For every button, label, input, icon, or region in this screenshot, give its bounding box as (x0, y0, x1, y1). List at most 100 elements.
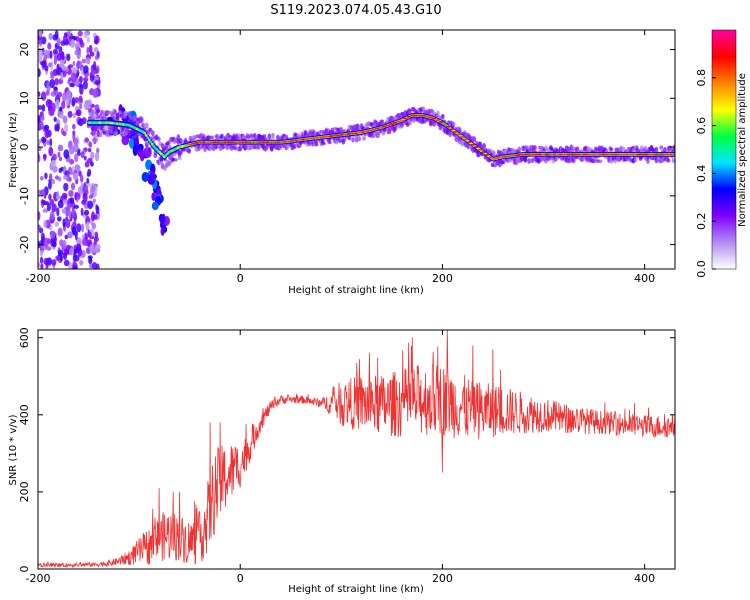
spectral-ridge-core (254, 141, 260, 144)
spectral-halo (271, 132, 275, 138)
y-tick-label: 10 (18, 91, 31, 105)
noise-speckle (79, 174, 84, 183)
noise-speckle (75, 243, 82, 252)
spectral-halo (441, 113, 445, 119)
spectral-halo (157, 136, 161, 142)
noise-speckle (57, 249, 64, 257)
spectral-halo (458, 127, 462, 134)
spectral-halo (408, 121, 412, 126)
noise-speckle (58, 167, 63, 174)
spectral-ridge-core (219, 141, 224, 144)
colorbar-tick-label: 0.6 (695, 117, 708, 135)
spectral-halo (285, 144, 290, 150)
spectral-ridge-core (250, 141, 256, 144)
noise-speckle (83, 32, 88, 39)
noise-speckle (86, 177, 90, 184)
spectral-ridge-core (212, 141, 217, 144)
snr-x-ticks: -200 0 200 400 (26, 330, 655, 585)
spectral-halo (376, 131, 381, 135)
noise-speckle (92, 198, 96, 203)
noise-speckle (59, 59, 65, 68)
noise-speckle (56, 53, 62, 62)
spectral-halo (210, 135, 215, 140)
noise-speckle (65, 218, 71, 229)
noise-speckle (91, 69, 96, 75)
noise-speckle (91, 261, 98, 269)
noise-speckle (66, 53, 71, 62)
spectral-ridge-core (619, 153, 624, 156)
spectral-ridge-core (495, 157, 500, 160)
spectral-ridge-core (427, 116, 433, 119)
noise-speckle (52, 241, 57, 248)
spectral-halo (262, 134, 267, 138)
noise-speckle (47, 42, 52, 50)
noise-speckle (46, 246, 52, 251)
spectral-halo (187, 148, 192, 154)
spectral-ridge-core (466, 141, 472, 143)
noise-speckle (49, 230, 56, 239)
spectral-halo (633, 157, 638, 163)
noise-speckle (38, 262, 41, 268)
noise-speckle (68, 209, 72, 220)
noise-speckle (38, 138, 42, 144)
noise-speckle (94, 152, 100, 162)
spectral-ridge-core (548, 153, 554, 156)
spectral-ridge-core (388, 123, 394, 125)
noise-speckle (48, 193, 52, 201)
noise-speckle (65, 66, 69, 73)
spectral-ridge-core (491, 158, 497, 160)
noise-speckle (91, 184, 96, 193)
noise-speckle (72, 254, 78, 262)
spectral-halo (671, 158, 675, 163)
noise-speckle (78, 118, 84, 127)
spectral-halo (126, 111, 131, 116)
spectral-ridge-core (438, 121, 444, 123)
noise-speckle (79, 104, 83, 110)
noise-speckle (56, 207, 60, 217)
noise-speckle (49, 50, 53, 60)
noise-speckle (74, 97, 79, 103)
spectral-halo (362, 136, 366, 141)
spectral-ridge-core (654, 153, 660, 156)
spectral-ridge-core (406, 115, 412, 118)
noise-speckle (65, 216, 69, 221)
noise-speckle (38, 30, 42, 38)
noise-speckle (51, 203, 57, 213)
spectral-halo (421, 106, 426, 112)
noise-speckle (41, 36, 47, 45)
spectral-ridge-core (488, 156, 493, 159)
spectral-halo (96, 108, 101, 113)
spectral-halo (426, 108, 431, 113)
noise-speckle (90, 161, 94, 167)
noise-speckle (67, 231, 73, 239)
spectral-ridge-core (657, 153, 663, 156)
spectral-ridge-core (477, 148, 483, 151)
spectral-halo (492, 150, 496, 156)
spectral-ridge-core (569, 153, 575, 156)
noise-speckle (65, 89, 72, 100)
noise-speckle (54, 175, 60, 180)
noise-speckle (72, 143, 79, 153)
noise-speckle (86, 36, 90, 43)
noise-speckle (38, 224, 41, 230)
noise-speckle (68, 247, 74, 256)
noise-speckle (46, 140, 50, 145)
spectral-halo (527, 158, 531, 164)
spectral-ridge-core (530, 153, 536, 156)
noise-speckle (52, 165, 58, 173)
spectral-halo (356, 123, 360, 130)
spectral-blob (160, 227, 165, 236)
noise-speckle (57, 144, 64, 152)
spectral-ridge-core (431, 117, 437, 120)
spectral-ridge-core (442, 123, 447, 126)
spectral-halo (132, 115, 137, 121)
noise-speckle (82, 184, 89, 194)
noise-speckle (76, 49, 81, 60)
spectral-ridge-core (647, 153, 653, 156)
spectral-ridge-core (583, 153, 589, 156)
noise-speckle (83, 155, 87, 161)
noise-speckle (39, 176, 44, 181)
noise-speckle (58, 156, 63, 162)
noise-speckle (72, 172, 79, 181)
